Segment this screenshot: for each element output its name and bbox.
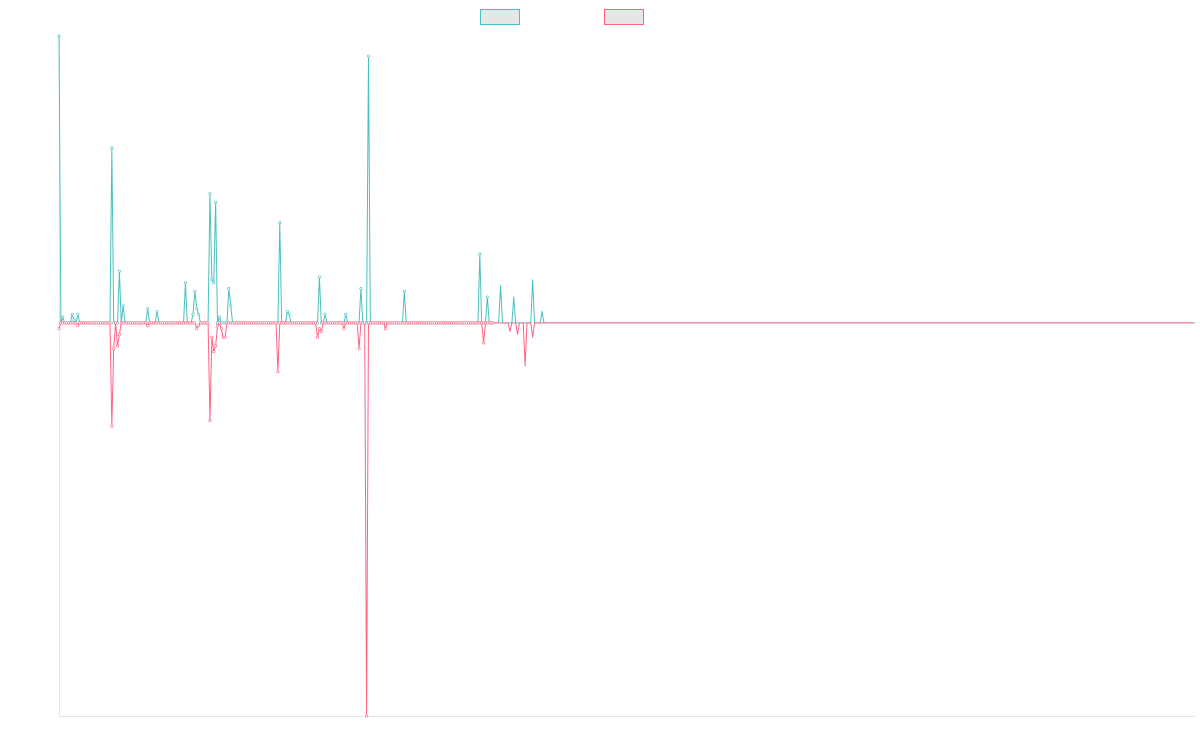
data-point[interactable] — [216, 324, 220, 328]
data-point[interactable] — [57, 34, 61, 38]
data-point[interactable] — [76, 312, 80, 316]
data-point[interactable] — [363, 321, 367, 325]
data-point[interactable] — [485, 295, 489, 299]
data-point[interactable] — [217, 321, 221, 325]
data-point[interactable] — [110, 424, 114, 428]
data-point[interactable] — [278, 221, 282, 225]
data-point[interactable] — [116, 344, 120, 348]
data-point[interactable] — [219, 327, 223, 331]
data-point[interactable] — [117, 269, 121, 273]
data-point[interactable] — [229, 304, 233, 308]
data-point[interactable] — [323, 312, 327, 316]
data-point[interactable] — [195, 307, 199, 311]
legend-item-series-2[interactable] — [604, 9, 644, 25]
data-point[interactable] — [72, 318, 76, 322]
data-point[interactable] — [274, 321, 278, 325]
series-line-1 — [58, 35, 1195, 324]
data-point[interactable] — [382, 321, 386, 325]
data-point[interactable] — [155, 309, 159, 313]
data-point[interactable] — [491, 321, 495, 325]
data-point[interactable] — [319, 330, 323, 334]
data-point[interactable] — [214, 344, 218, 348]
data-point[interactable] — [365, 714, 369, 718]
data-point[interactable] — [214, 200, 218, 204]
data-point[interactable] — [210, 278, 214, 282]
data-point[interactable] — [217, 315, 221, 319]
data-point[interactable] — [355, 321, 359, 325]
data-point[interactable] — [74, 321, 78, 325]
data-point[interactable] — [316, 335, 320, 339]
series-line-2 — [58, 322, 1194, 717]
data-point[interactable] — [317, 327, 321, 331]
data-point[interactable] — [357, 347, 361, 351]
data-point[interactable] — [383, 327, 387, 331]
data-point[interactable] — [197, 324, 201, 328]
data-point[interactable] — [276, 370, 280, 374]
data-point[interactable] — [76, 324, 80, 328]
data-point[interactable] — [70, 312, 74, 316]
data-point[interactable] — [314, 321, 318, 325]
data-point[interactable] — [478, 252, 482, 256]
data-point[interactable] — [110, 146, 114, 150]
data-point[interactable] — [366, 54, 370, 58]
series-layer — [57, 34, 1195, 718]
legend-item-series-1[interactable] — [480, 9, 520, 25]
data-point[interactable] — [342, 327, 346, 331]
data-point[interactable] — [183, 281, 187, 285]
data-point[interactable] — [117, 332, 121, 336]
data-point[interactable] — [287, 312, 291, 316]
data-point[interactable] — [317, 275, 321, 279]
data-point[interactable] — [197, 312, 201, 316]
data-point[interactable] — [208, 192, 212, 196]
data-point[interactable] — [146, 307, 150, 311]
data-point[interactable] — [121, 304, 125, 308]
data-point[interactable] — [193, 289, 197, 293]
data-point[interactable] — [359, 286, 363, 290]
data-point[interactable] — [114, 321, 118, 325]
data-point[interactable] — [144, 321, 148, 325]
data-point[interactable] — [285, 309, 289, 313]
data-point[interactable] — [482, 341, 486, 345]
data-point[interactable] — [61, 315, 65, 319]
data-point[interactable] — [191, 312, 195, 316]
data-point[interactable] — [344, 312, 348, 316]
data-point[interactable] — [146, 324, 150, 328]
data-point[interactable] — [208, 418, 212, 422]
data-point[interactable] — [212, 281, 216, 285]
data-point[interactable] — [112, 347, 116, 351]
data-point[interactable] — [223, 335, 227, 339]
data-point[interactable] — [212, 350, 216, 354]
data-point[interactable] — [57, 327, 61, 331]
data-point[interactable] — [402, 289, 406, 293]
data-point[interactable] — [108, 321, 112, 325]
data-point[interactable] — [193, 321, 197, 325]
data-point[interactable] — [195, 327, 199, 331]
data-point[interactable] — [340, 321, 344, 325]
data-point[interactable] — [206, 321, 210, 325]
data-point[interactable] — [227, 286, 231, 290]
data-point[interactable] — [210, 335, 214, 339]
data-point[interactable] — [480, 321, 484, 325]
